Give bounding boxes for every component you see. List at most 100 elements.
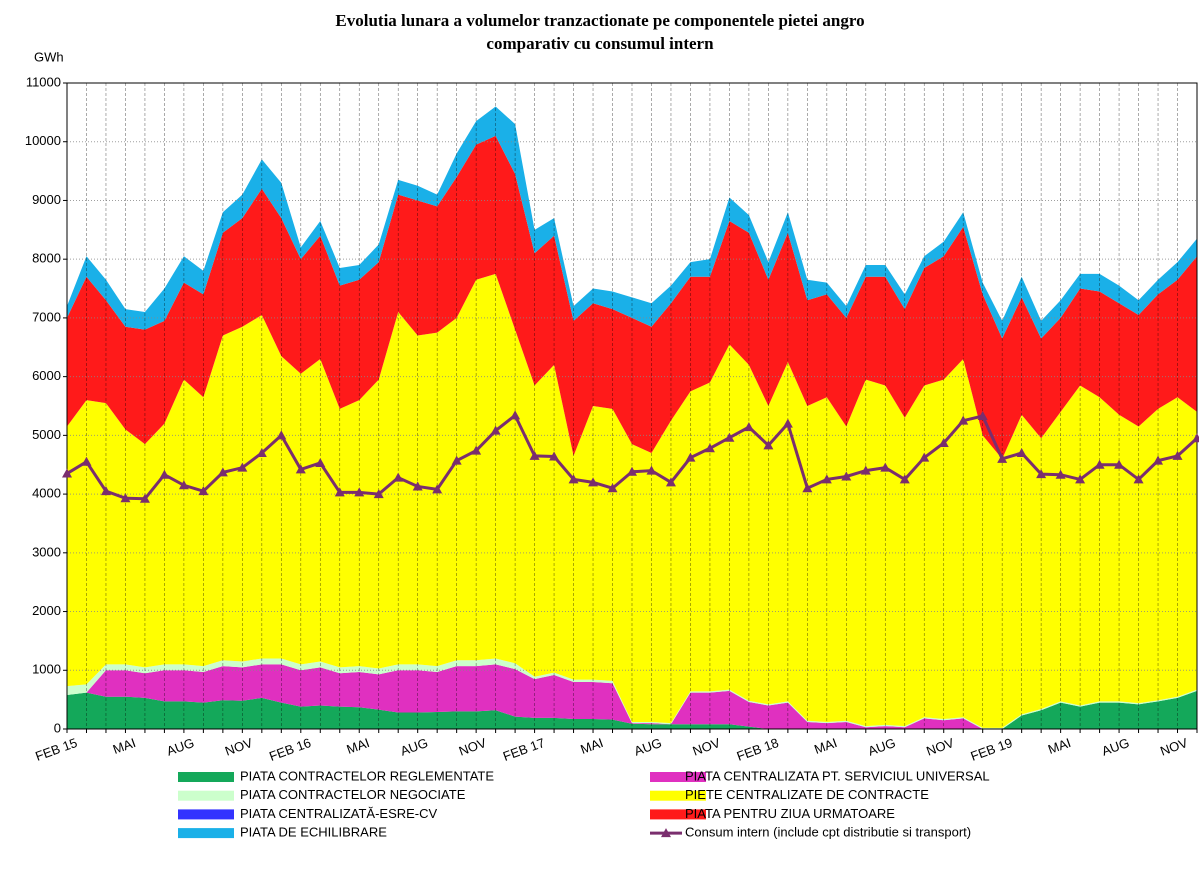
line-marker — [451, 455, 462, 465]
line-marker — [977, 410, 988, 420]
line-marker — [880, 462, 891, 472]
line-marker — [997, 453, 1008, 463]
line-marker — [471, 445, 482, 455]
line-marker — [646, 465, 657, 475]
line-marker — [743, 422, 754, 432]
y-axis-label: GWh — [34, 49, 64, 64]
legend-label: PIATA DE ECHILIBRARE — [240, 825, 387, 840]
line-marker — [958, 415, 969, 425]
y-tick-label: 0 — [54, 720, 61, 735]
line-marker — [802, 483, 813, 493]
line-marker — [81, 456, 92, 466]
line-marker — [763, 440, 774, 450]
line-marker — [724, 432, 735, 442]
line-marker — [490, 425, 501, 435]
x-tick-label: NOV — [1158, 735, 1190, 759]
x-tick-label: AUG — [398, 735, 430, 759]
line-marker — [627, 466, 637, 476]
line-marker — [1036, 469, 1047, 479]
line-marker — [315, 457, 326, 467]
legend-marker — [650, 790, 706, 801]
line-marker — [432, 484, 443, 494]
y-tick-label: 9000 — [32, 192, 61, 207]
legend-marker — [178, 790, 234, 801]
x-tick-label: MAI — [812, 735, 839, 757]
x-tick-label: FEB 17 — [501, 735, 547, 764]
line-marker — [1114, 459, 1125, 469]
line-marker — [62, 468, 72, 478]
legend-marker — [661, 828, 671, 838]
area — [67, 664, 1197, 729]
line-marker — [217, 467, 228, 477]
x-tick-label: NOV — [691, 735, 723, 759]
line-marker — [588, 477, 599, 487]
line-marker — [256, 447, 267, 457]
y-tick-label: 10000 — [25, 133, 61, 148]
line-marker — [821, 474, 832, 484]
legend-marker — [178, 772, 234, 782]
y-tick-label: 5000 — [32, 427, 61, 442]
x-tick-label: NOV — [924, 735, 956, 759]
line-marker — [334, 487, 345, 497]
line-marker — [159, 469, 170, 479]
legend-label: PIATA CONTRACTELOR NEGOCIATE — [240, 787, 466, 802]
line-marker — [782, 418, 793, 428]
chart-title: Evolutia lunara a volumelor tranzactiona… — [335, 11, 864, 30]
line-marker — [100, 486, 111, 496]
line-marker — [1094, 459, 1105, 469]
x-tick-label: FEB 16 — [267, 735, 313, 764]
line-marker — [295, 464, 306, 474]
y-tick-label: 8000 — [32, 251, 61, 266]
line-marker — [237, 462, 248, 472]
line-marker — [919, 452, 930, 462]
legend-label: Consum intern (include cpt distributie s… — [685, 825, 971, 840]
line-marker — [412, 481, 423, 491]
y-tick-label: 1000 — [32, 662, 61, 677]
line-marker — [607, 483, 618, 493]
x-tick-label: AUG — [1100, 735, 1132, 759]
line-marker — [899, 474, 910, 484]
line-marker — [1192, 433, 1199, 443]
legend-marker — [178, 809, 234, 820]
line-marker — [938, 437, 949, 447]
x-tick-label: MAI — [578, 735, 605, 757]
line-marker — [198, 486, 209, 496]
line-marker — [354, 487, 365, 497]
legend-marker — [178, 828, 234, 839]
line-marker — [549, 451, 560, 461]
line-marker — [529, 450, 540, 460]
x-tick-label: NOV — [223, 735, 255, 759]
area — [67, 135, 1197, 459]
y-tick-label: 2000 — [32, 603, 61, 618]
line-marker — [1133, 474, 1144, 484]
area — [67, 690, 1197, 729]
y-tick-label: 6000 — [32, 368, 61, 383]
line-marker — [1016, 447, 1027, 457]
chart-subtitle: comparativ cu consumul intern — [486, 34, 714, 53]
line-marker — [178, 480, 189, 490]
legend-label: PIETE CENTRALIZATE DE CONTRACTE — [685, 787, 929, 802]
y-tick-label: 7000 — [32, 309, 61, 324]
line-marker — [120, 493, 131, 503]
x-tick-label: MAI — [345, 735, 372, 757]
area — [67, 106, 1197, 339]
legend-label: PIATA CONTRACTELOR REGLEMENTATE — [240, 768, 494, 783]
line-marker — [139, 493, 150, 503]
line-marker — [1153, 455, 1164, 465]
x-tick-label: AUG — [866, 735, 898, 759]
x-tick-label: MAI — [1046, 735, 1073, 757]
legend-marker — [650, 772, 706, 782]
legend-label: PIATA CENTRALIZATA PT. SERVICIUL UNIVERS… — [685, 768, 990, 783]
line-marker — [568, 474, 579, 484]
x-tick-label: FEB 19 — [968, 735, 1014, 764]
x-tick-label: FEB 18 — [735, 735, 781, 764]
legend-label: PIATA PENTRU ZIUA URMATOARE — [685, 806, 895, 821]
x-tick-label: AUG — [164, 735, 196, 759]
line-marker — [685, 452, 696, 462]
x-tick-label: NOV — [457, 735, 489, 759]
line-marker — [1172, 450, 1183, 460]
area — [67, 658, 1197, 729]
line-marker — [276, 430, 287, 440]
line-marker — [841, 471, 852, 481]
